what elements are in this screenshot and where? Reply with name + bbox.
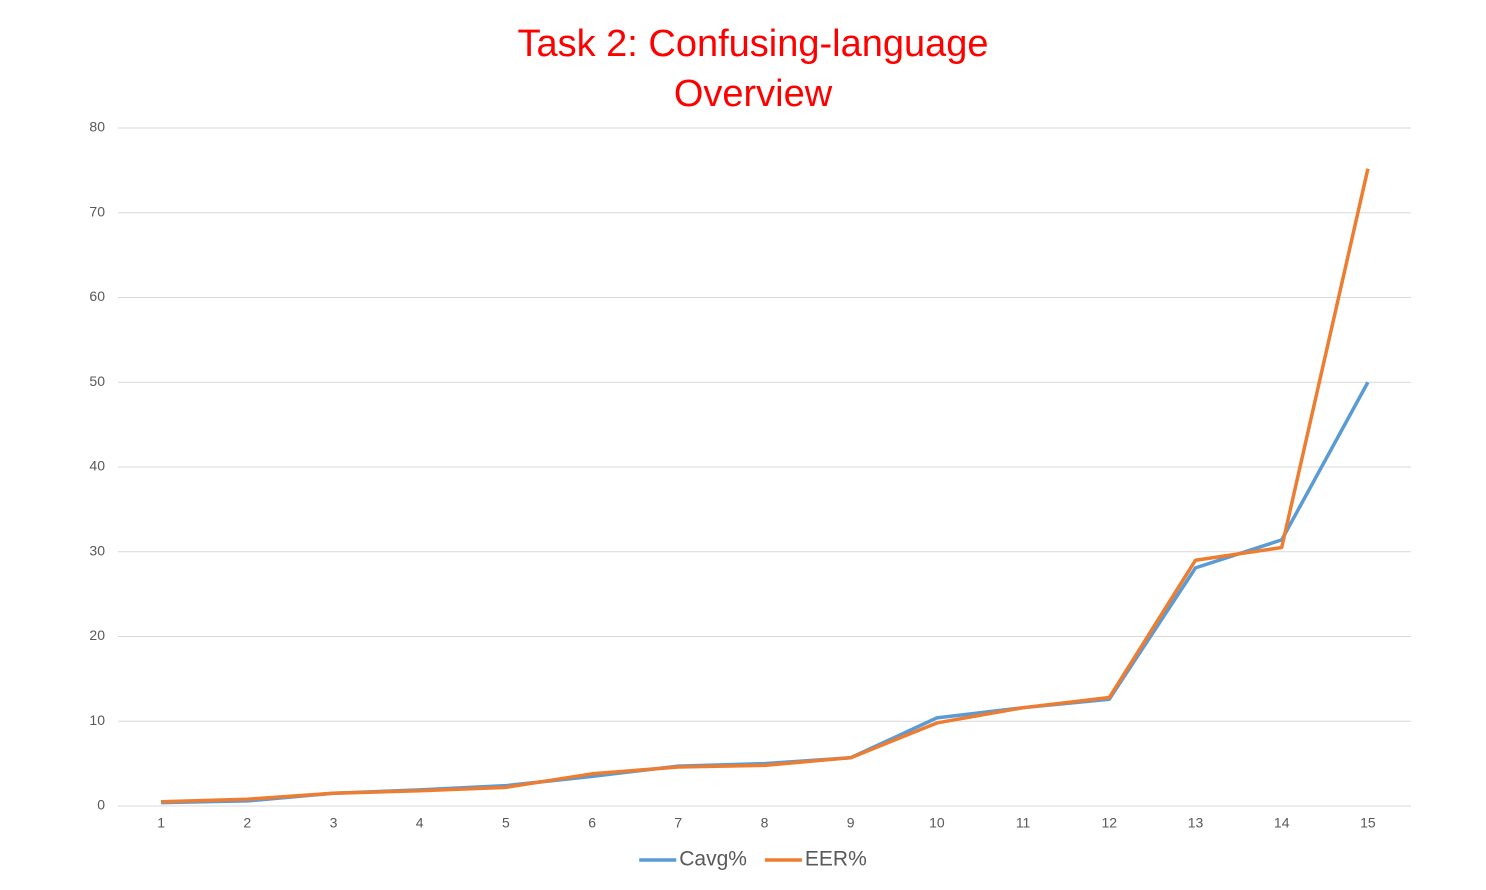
y-tick-label: 80 — [89, 119, 105, 135]
y-tick-label: 40 — [89, 458, 105, 474]
chart-title: Task 2: Confusing-language — [517, 23, 988, 65]
legend-label: Cavg% — [679, 848, 747, 871]
y-tick-label: 60 — [89, 288, 105, 304]
x-tick-label: 10 — [929, 815, 945, 831]
x-tick-label: 3 — [330, 815, 338, 831]
y-tick-label: 20 — [89, 627, 105, 643]
x-tick-label: 5 — [502, 815, 510, 831]
legend-label: EER% — [805, 848, 867, 871]
data-line — [161, 381, 1370, 805]
y-tick-label: 0 — [97, 797, 105, 813]
x-tick-label: 1 — [157, 815, 165, 831]
x-tick-label: 4 — [416, 815, 424, 831]
x-tick-label: 9 — [847, 815, 855, 831]
x-tick-label: 12 — [1102, 815, 1118, 831]
x-tick-label: 11 — [1016, 815, 1031, 831]
x-tick-label: 2 — [243, 815, 251, 831]
y-tick-label: 10 — [89, 712, 105, 728]
x-tick-label: 6 — [588, 815, 596, 831]
x-tick-label: 7 — [674, 815, 682, 831]
y-tick-label: 50 — [89, 373, 105, 389]
x-tick-label: 8 — [761, 815, 769, 831]
y-tick-label: 30 — [89, 542, 105, 558]
x-tick-label: 13 — [1188, 815, 1204, 831]
chart-title: Overview — [674, 73, 833, 115]
x-tick-label: 15 — [1360, 815, 1376, 831]
data-line — [161, 168, 1370, 804]
x-tick-label: 14 — [1274, 815, 1290, 831]
y-tick-label: 70 — [89, 203, 105, 219]
